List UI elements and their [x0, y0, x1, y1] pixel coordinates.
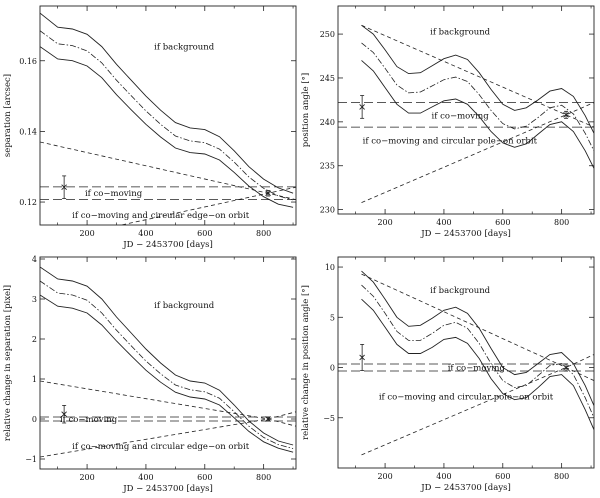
x-tick-label: 600 — [495, 472, 510, 481]
y-tick-label: 0.14 — [19, 127, 37, 136]
plot-series-group — [338, 24, 594, 203]
x-tick-label: 200 — [79, 229, 94, 238]
x-tick-label: 600 — [197, 229, 212, 238]
point-marker — [61, 184, 67, 191]
data-point-2 — [265, 416, 271, 422]
data-point-2 — [265, 189, 271, 197]
x-tick-label: 800 — [256, 229, 271, 238]
series-line-1 — [361, 24, 594, 134]
y-tick-label: −1 — [25, 455, 37, 464]
point-marker — [359, 104, 365, 110]
x-axis-label: JD − 2453700 [days] — [420, 229, 511, 239]
annotation-label: if co−moving — [448, 364, 506, 374]
annotation-label: if background — [154, 301, 215, 311]
x-tick-label: 400 — [436, 472, 451, 481]
data-point-1 — [61, 175, 67, 199]
point-marker — [61, 411, 67, 418]
panel-2: 200 400 600 800 230 235 240 245 250 JD − 2453700 … — [301, 5, 595, 239]
y-tick-label: 245 — [320, 74, 335, 83]
x-tick-label: 200 — [79, 473, 94, 482]
annotation-label: if co−moving and circular edge−on orbit — [72, 211, 250, 221]
x-tick-label: 600 — [197, 473, 212, 482]
plot-series-group — [338, 270, 594, 456]
series-line-2 — [40, 280, 294, 449]
series-line-2 — [361, 284, 594, 418]
data-point-1 — [359, 95, 365, 119]
point-marker — [265, 416, 271, 422]
annotation-label: if background — [430, 27, 491, 37]
y-tick-label: 240 — [320, 118, 335, 127]
data-point-1 — [359, 344, 365, 371]
y-tick-label: 0 — [330, 364, 335, 373]
series-line-1 — [40, 12, 294, 194]
y-tick-label: 2 — [32, 335, 37, 344]
plot-frame — [39, 256, 297, 470]
plot-frame — [337, 256, 595, 469]
x-tick-label: 800 — [554, 472, 569, 481]
panel-3: 200 400 600 800 −1 0 1 2 3 4 JD − 2453700 [days] re… — [3, 255, 297, 494]
y-tick-label: 250 — [320, 30, 335, 39]
series-line-3 — [40, 294, 294, 453]
y-tick-label: 235 — [320, 162, 335, 171]
data-point-2 — [563, 110, 569, 119]
point-marker — [359, 354, 365, 361]
annotation-label: if co−moving — [85, 189, 143, 199]
y-axis-label: relative change in position angle [°] — [301, 285, 311, 440]
series-line-4 — [40, 141, 296, 200]
annotation-label: if co−moving — [432, 112, 490, 122]
x-tick-label: 400 — [436, 218, 451, 227]
plot-frame — [337, 5, 595, 215]
y-tick-label: 10 — [325, 263, 335, 272]
x-axis-label: JD − 2453700 [days] — [122, 240, 213, 250]
series-line-2 — [40, 30, 294, 201]
data-point-1 — [61, 404, 67, 424]
series-line-2 — [361, 42, 594, 151]
annotation-label: if background — [430, 286, 491, 296]
series-line-1 — [40, 266, 294, 446]
annotation-label: if background — [154, 43, 215, 53]
x-tick-label: 600 — [495, 218, 510, 227]
point-marker — [563, 364, 569, 371]
point-marker — [265, 190, 271, 197]
y-tick-label: 4 — [32, 255, 37, 264]
plot-series-group — [40, 12, 296, 225]
y-axis-label: position angle [°] — [301, 73, 311, 147]
y-tick-label: 1 — [32, 375, 37, 384]
annotation-label: if co−moving and circular edge−on orbit — [72, 442, 250, 452]
annotation-label: if co−moving and circular pole−on orbit — [363, 136, 538, 146]
annotation-label: if co−moving — [60, 415, 118, 425]
y-axis-label: relative change in separation [pixel] — [3, 285, 13, 441]
plot-frame — [39, 5, 297, 226]
series-line-3 — [361, 60, 594, 169]
panel-1: 200 400 600 800 0.12 0.14 0.16 JD − 2453700 [da… — [3, 5, 297, 250]
y-tick-label: 230 — [320, 206, 335, 215]
y-tick-label: −5 — [323, 414, 335, 423]
y-tick-label: 3 — [32, 295, 37, 304]
x-tick-label: 800 — [256, 473, 271, 482]
y-tick-label: 0.16 — [19, 57, 37, 66]
x-axis-label: JD − 2453700 [days] — [420, 483, 511, 493]
x-tick-label: 400 — [138, 473, 153, 482]
x-tick-label: 200 — [377, 472, 392, 481]
y-tick-label: 0.12 — [19, 198, 37, 207]
y-tick-label: 5 — [330, 313, 335, 322]
point-marker — [563, 112, 569, 118]
x-tick-label: 400 — [138, 229, 153, 238]
y-axis-label: separation [arcsec] — [3, 74, 13, 157]
x-axis-label: JD − 2453700 [days] — [122, 484, 213, 494]
panel-4: 200 400 600 800 −5 0 5 10 JD − 2453700 [days] rel… — [301, 256, 595, 493]
x-tick-label: 800 — [554, 218, 569, 227]
series-line-3 — [40, 46, 294, 208]
plot-series-group — [40, 266, 296, 458]
series-line-3 — [361, 298, 594, 430]
x-tick-label: 200 — [377, 218, 392, 227]
data-point-2 — [563, 363, 569, 372]
series-line-1 — [361, 270, 594, 406]
y-tick-label: 0 — [32, 415, 37, 424]
annotation-label: if co−moving and circular pole−on orbit — [379, 393, 554, 403]
